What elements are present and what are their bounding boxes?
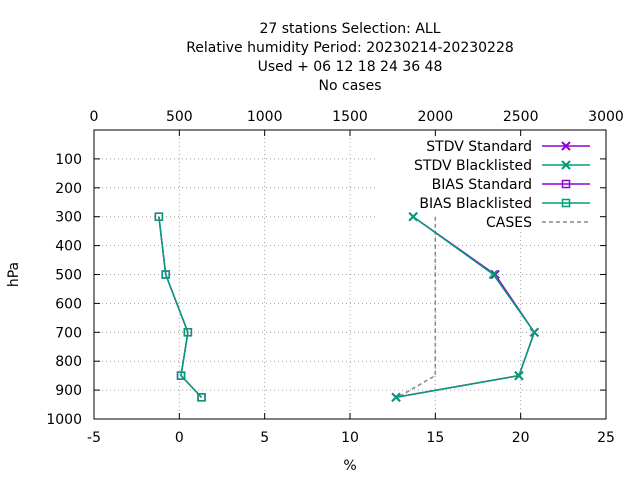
point-marker [561,141,571,151]
legend-item: STDV Blacklisted [414,158,590,174]
legend-label: STDV Blacklisted [414,158,532,174]
point-marker [561,198,571,208]
legend-label: STDV Standard [426,139,532,155]
x-tick-label: 20 [512,430,530,446]
legend-item: BIAS Standard [432,177,590,193]
series-line [397,216,437,398]
x2-tick-label: 0 [90,109,99,125]
y-tick-label: 900 [55,383,82,399]
title-line: No cases [319,78,382,94]
x-axis-label: % [343,458,356,474]
legend-label: BIAS Blacklisted [419,196,532,212]
point-marker [490,269,500,280]
x-tick-label: 15 [426,430,444,446]
legend-item: STDV Standard [426,139,590,155]
point-marker [529,327,540,338]
x2-tick-label: 2000 [418,109,454,125]
legend-item: CASES [486,215,590,231]
series-bias-blacklisted [154,212,206,402]
x2-tick-label: 500 [166,109,193,125]
series-cases [397,216,437,398]
y-tick-label: 600 [55,296,82,312]
legend: STDV Standard STDV Blacklisted BIAS Standa… [414,139,590,231]
point-marker [561,179,571,189]
series-line [395,216,536,399]
grid [94,130,606,419]
y-tick-label: 100 [55,152,82,168]
x-tick-label: -5 [87,430,101,446]
point-marker [176,371,186,380]
point-marker [514,370,524,381]
legend-label: BIAS Standard [432,177,532,193]
x-tick-label: 10 [341,430,359,446]
point-marker [488,269,499,280]
y-tick-label: 200 [55,181,82,197]
x-tick-label: 25 [597,430,615,446]
title-line: Relative humidity Period: 20230214-20230… [186,40,514,56]
y-tick-label: 1000 [46,412,82,428]
point-marker [183,328,193,337]
title-line: Used + 06 12 18 24 36 48 [258,59,443,75]
point-marker [154,212,164,221]
y-tick-label: 300 [55,210,82,226]
series-line [158,216,203,398]
x2-tick-label: 3000 [588,109,624,125]
legend-label: CASES [486,215,532,231]
x2-tick-label: 1000 [247,109,283,125]
y-axis-label: hPa [6,262,22,287]
x-tick-label: 5 [260,430,269,446]
chart-title: 27 stations Selection: ALL Relative humid… [186,21,514,94]
y-tick-label: 400 [55,239,82,255]
point-marker [161,270,170,279]
series-line [395,216,536,399]
y-tick-label: 700 [55,325,82,341]
series-layer [154,211,540,403]
y-tick-label: 800 [55,354,82,370]
x-tick-label: 0 [175,430,184,446]
x2-tick-label: 1500 [332,109,368,125]
point-marker [561,160,571,170]
point-marker [408,211,418,222]
x2-tick-label: 2500 [503,109,539,125]
point-marker [197,393,206,402]
legend-item: BIAS Blacklisted [419,196,590,212]
y-tick-label: 500 [55,268,82,284]
series-stdv-blacklisted [391,211,540,403]
point-marker [391,392,401,403]
title-line: 27 stations Selection: ALL [259,21,440,37]
series-line [158,216,203,398]
